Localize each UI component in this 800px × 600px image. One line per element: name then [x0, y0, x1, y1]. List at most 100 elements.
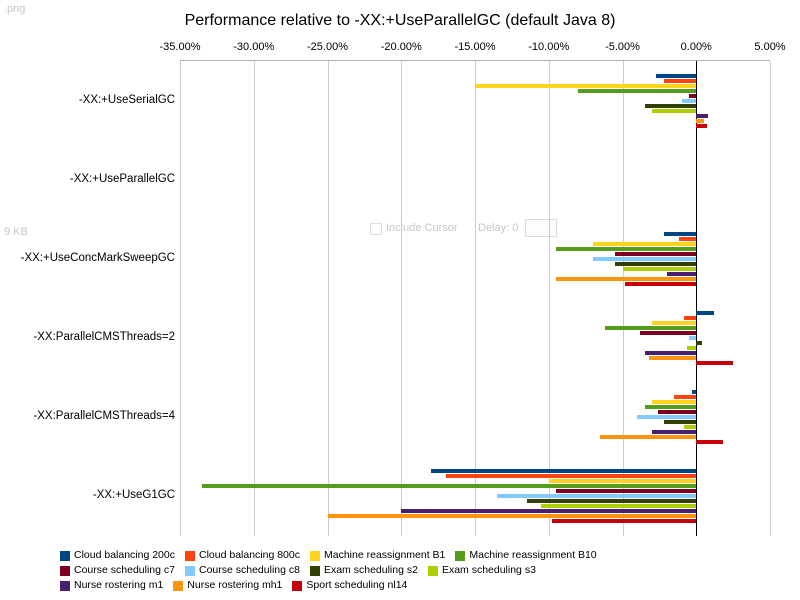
gridline	[254, 61, 255, 536]
legend-label: Course scheduling c8	[199, 563, 300, 578]
bar	[664, 420, 696, 424]
bar	[664, 232, 696, 236]
bar	[667, 272, 697, 276]
bar	[556, 277, 696, 281]
legend-row: Course scheduling c7 Course scheduling c8…	[60, 563, 780, 578]
category-label: -XX:+UseSerialGC	[0, 94, 175, 106]
bar	[656, 74, 696, 78]
bar	[600, 435, 696, 439]
bar	[689, 336, 696, 340]
legend-item: Cloud balancing 200c	[60, 548, 175, 563]
x-tick-label: 5.00%	[754, 41, 785, 53]
bar	[645, 405, 697, 409]
category-label: -XX:ParallelCMSThreads=2	[0, 331, 175, 343]
bar	[687, 346, 696, 350]
gridline	[328, 61, 329, 536]
bar	[649, 356, 696, 360]
bar	[696, 119, 703, 123]
bar	[696, 114, 708, 118]
legend-item: Nurse rostering m1	[60, 578, 163, 593]
bar	[652, 400, 696, 404]
bar	[645, 351, 697, 355]
bar	[696, 124, 706, 128]
legend-label: Cloud balancing 800c	[199, 548, 300, 563]
bar	[684, 316, 696, 320]
bar	[615, 262, 696, 266]
gridline	[475, 61, 476, 536]
bar	[593, 242, 696, 246]
legend-swatch	[455, 551, 465, 561]
legend-item: Sport scheduling nl14	[292, 578, 407, 593]
bar	[640, 331, 696, 335]
legend-swatch	[60, 566, 70, 576]
legend: Cloud balancing 200c Cloud balancing 800c…	[60, 548, 780, 593]
category-label: -XX:+UseParallelGC	[0, 173, 175, 185]
bar	[689, 94, 696, 98]
legend-item: Cloud balancing 800c	[185, 548, 300, 563]
legend-label: Cloud balancing 200c	[74, 548, 175, 563]
legend-label: Nurse rostering m1	[74, 578, 163, 593]
bar	[328, 514, 697, 518]
legend-swatch	[173, 581, 183, 591]
x-tick-label: -5.00%	[605, 41, 640, 53]
legend-item: Course scheduling c7	[60, 563, 175, 578]
x-tick-label: -25.00%	[307, 41, 348, 53]
bar	[679, 237, 697, 241]
bar	[684, 425, 696, 429]
legend-swatch	[292, 581, 302, 591]
x-tick-label: -10.00%	[528, 41, 569, 53]
bar	[605, 326, 696, 330]
bar	[696, 440, 723, 444]
plot-area: -35.00%-30.00%-25.00%-20.00%-15.00%-10.0…	[180, 60, 770, 536]
x-tick-label: -15.00%	[455, 41, 496, 53]
bar	[637, 415, 696, 419]
bar	[527, 499, 697, 503]
legend-item: Nurse rostering mh1	[173, 578, 282, 593]
legend-label: Sport scheduling nl14	[306, 578, 407, 593]
bar	[401, 509, 696, 513]
legend-label: Machine reassignment B1	[324, 548, 445, 563]
legend-swatch	[185, 551, 195, 561]
gridline	[180, 61, 181, 536]
legend-item: Machine reassignment B10	[455, 548, 596, 563]
bar	[623, 267, 697, 271]
bar	[446, 474, 697, 478]
bar	[658, 410, 696, 414]
bar	[615, 252, 696, 256]
legend-label: Nurse rostering mh1	[187, 578, 282, 593]
bar	[431, 469, 697, 473]
gridline	[401, 61, 402, 536]
bar	[682, 99, 697, 103]
category-label: -XX:+UseG1GC	[0, 489, 175, 501]
legend-swatch	[60, 551, 70, 561]
bar	[696, 361, 733, 365]
legend-swatch	[310, 566, 320, 576]
legend-item: Course scheduling c8	[185, 563, 300, 578]
bar	[541, 504, 696, 508]
legend-label: Machine reassignment B10	[469, 548, 596, 563]
bar	[202, 484, 696, 488]
bar	[692, 390, 696, 394]
bar	[552, 519, 697, 523]
gridline	[770, 61, 771, 536]
legend-label: Exam scheduling s2	[324, 563, 418, 578]
x-tick-label: -35.00%	[160, 41, 201, 53]
bar	[652, 430, 696, 434]
bar	[578, 89, 696, 93]
gridline	[549, 61, 550, 536]
bar	[645, 104, 697, 108]
bar	[549, 479, 697, 483]
bar	[593, 257, 696, 261]
legend-label: Exam scheduling s3	[442, 563, 536, 578]
bar	[625, 282, 696, 286]
gridline-zero	[696, 61, 697, 536]
legend-row: Nurse rostering m1 Nurse rostering mh1 Spo…	[60, 578, 780, 593]
legend-item: Machine reassignment B1	[310, 548, 445, 563]
bar	[556, 489, 696, 493]
gridline	[623, 61, 624, 536]
x-tick-label: -20.00%	[381, 41, 422, 53]
bar	[664, 79, 696, 83]
ghost-kb-label: 9 KB	[4, 226, 28, 238]
bar	[652, 109, 696, 113]
bar	[475, 84, 696, 88]
